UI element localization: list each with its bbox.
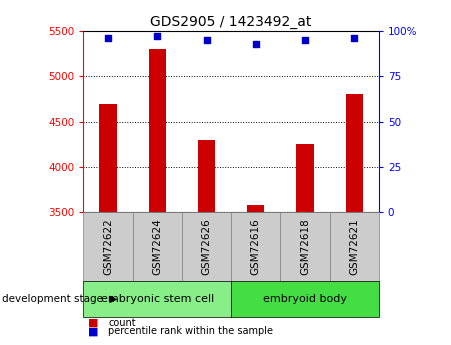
Text: ■: ■: [88, 326, 98, 336]
Text: GSM72622: GSM72622: [103, 218, 113, 275]
Text: ■: ■: [88, 318, 98, 327]
Title: GDS2905 / 1423492_at: GDS2905 / 1423492_at: [151, 14, 312, 29]
Bar: [247, 205, 264, 212]
Text: GSM72624: GSM72624: [152, 218, 162, 275]
Point: [252, 41, 259, 47]
Point: [203, 37, 210, 43]
Text: count: count: [108, 318, 136, 327]
Bar: [296, 144, 313, 212]
Text: GSM72618: GSM72618: [300, 218, 310, 275]
Text: embryoid body: embryoid body: [263, 294, 347, 304]
Point: [350, 36, 358, 41]
Text: embryonic stem cell: embryonic stem cell: [101, 294, 214, 304]
Bar: [198, 140, 215, 212]
Point: [105, 36, 112, 41]
Point: [154, 34, 161, 39]
Bar: [345, 95, 363, 212]
Point: [301, 37, 308, 43]
Text: GSM72616: GSM72616: [251, 218, 261, 275]
Text: GSM72621: GSM72621: [349, 218, 359, 275]
Text: development stage  ▶: development stage ▶: [2, 294, 118, 304]
Bar: [149, 49, 166, 212]
Text: percentile rank within the sample: percentile rank within the sample: [108, 326, 273, 336]
Text: GSM72626: GSM72626: [202, 218, 212, 275]
Bar: [99, 104, 117, 212]
